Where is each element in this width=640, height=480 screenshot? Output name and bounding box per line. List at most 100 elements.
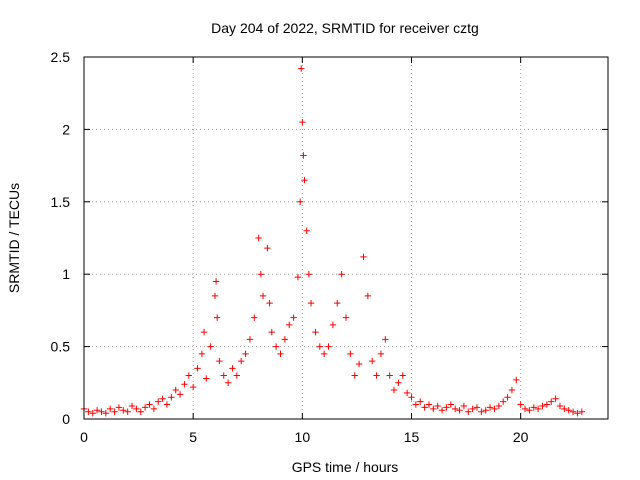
data-point [220,372,227,379]
data-point [268,328,275,336]
data-point [198,350,206,358]
data-point [298,65,305,72]
data-point [128,402,136,410]
data-point [530,404,537,411]
data-point [307,299,315,307]
data-point [137,408,144,415]
data-point [451,405,459,413]
data-point [377,350,385,358]
data-point [508,386,516,394]
x-tick-label: 15 [404,429,420,445]
data-point [85,408,92,415]
data-point [150,405,158,413]
data-point [482,407,489,414]
data-point [172,386,179,394]
data-point [303,227,310,234]
data-point [548,398,555,405]
data-point [168,394,175,401]
data-point [561,405,568,413]
data-point [578,408,585,415]
data-point [399,372,406,379]
data-point [229,365,236,372]
data-point [124,408,131,415]
data-point [390,386,398,394]
data-point [478,408,485,415]
data-point [159,395,166,402]
data-point [425,401,433,408]
x-tick-label: 5 [189,429,197,445]
data-point [203,375,210,382]
x-tick-label: 20 [513,429,529,445]
x-axis-label: GPS time / hours [292,459,399,475]
data-point [565,407,572,414]
data-point [438,407,446,414]
data-point [329,321,337,329]
y-tick-label: 0.5 [51,339,71,355]
data-point [255,234,262,242]
data-point [447,401,454,408]
data-point [552,395,559,402]
data-point [111,408,118,415]
data-point [395,379,402,386]
y-tick-label: 1.5 [51,194,71,210]
data-point [434,402,441,410]
data-point [211,292,219,300]
data-point [264,244,271,252]
data-point [242,350,249,358]
data-point [115,404,123,411]
data-point [300,152,307,159]
data-point [417,398,424,405]
data-point [185,372,192,379]
data-point [290,314,297,321]
data-point [430,405,437,413]
data-point [281,336,289,343]
data-point [556,402,564,410]
data-point [163,401,171,408]
data-point [102,410,110,417]
data-point [521,405,529,413]
data-point [456,407,463,414]
y-axis-label: SRMTID / TECUs [6,183,22,293]
data-point [325,343,332,350]
data-point [526,407,533,414]
data-point [216,357,223,365]
data-point [486,404,494,411]
data-point [251,314,258,321]
data-point [266,299,273,307]
data-point [569,408,577,415]
data-point [296,198,304,205]
x-tick-label: 10 [295,429,311,445]
data-point [233,372,241,379]
data-point [194,365,201,372]
data-point [277,350,284,358]
data-point [305,271,313,278]
data-point [120,407,127,414]
data-point [238,357,245,365]
data-point [272,343,280,350]
data-point [465,408,472,415]
data-point [259,292,267,300]
tick-marks [83,56,608,420]
data-point [207,343,214,350]
tick-labels: 0 5 10 15 20 0 0.5 1 1.5 2 2.5 [51,49,529,445]
y-tick-label: 2.5 [51,49,71,65]
data-point [373,372,380,379]
data-point [98,408,105,415]
data-point [93,407,101,414]
data-point [500,398,507,405]
plot-frame [83,56,609,420]
data-point [155,398,162,405]
y-tick-label: 1 [62,266,70,282]
data-point [320,350,328,358]
x-tick-label: 0 [80,429,88,445]
data-point [286,321,293,329]
data-point [181,381,188,388]
data-point [141,404,149,411]
data-point [246,336,254,343]
data-point [408,394,415,401]
data-point [443,404,450,411]
data-point [257,271,265,278]
data-point [176,391,184,398]
data-point [200,328,208,336]
